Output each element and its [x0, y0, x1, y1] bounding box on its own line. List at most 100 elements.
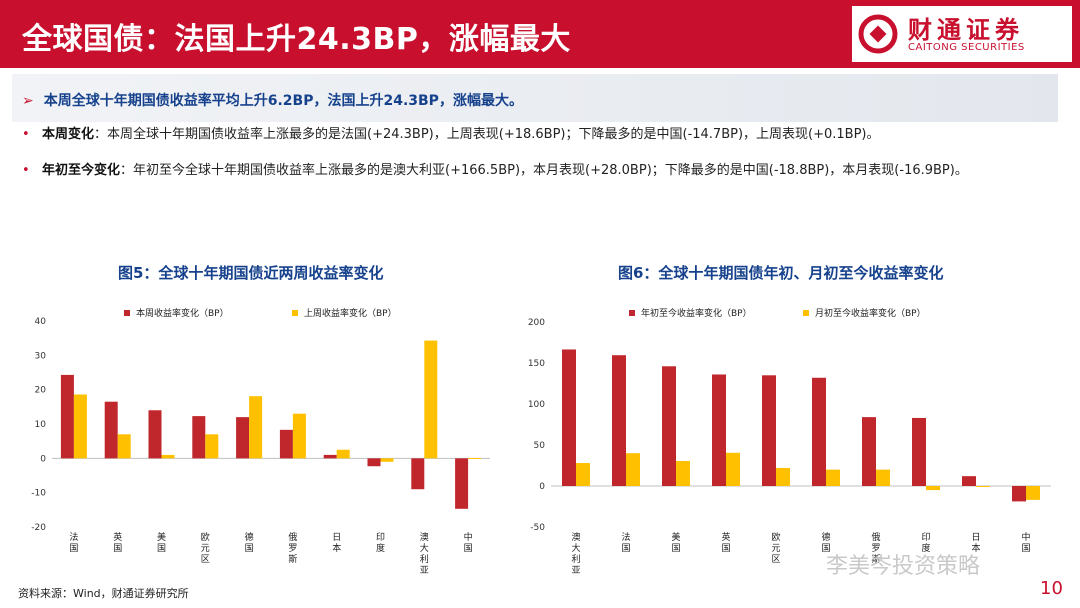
bar-s2-3 — [676, 460, 690, 486]
x-category-label: 区 — [771, 554, 780, 565]
page-number: 10 — [1040, 578, 1063, 599]
x-category-label: 俄 — [288, 531, 297, 543]
y-tick-label: -20 — [31, 523, 46, 533]
legend-swatch-2 — [292, 310, 298, 316]
x-category-label: 日 — [332, 532, 341, 543]
bar-s1-8 — [367, 458, 381, 467]
x-category-label: 美 — [157, 531, 166, 543]
y-tick-label: 10 — [35, 420, 47, 430]
x-category-label: 德 — [245, 531, 254, 543]
x-category-label: 度 — [921, 542, 930, 554]
bar-s1-6 — [812, 377, 826, 486]
bar-s2-3 — [161, 454, 175, 459]
chart2-title: 图6：全球十年期国债年初、月初至今收益率变化 — [618, 264, 944, 282]
bar-s1-9 — [411, 458, 425, 490]
y-tick-label: 30 — [35, 351, 47, 361]
logo-text-en: CAITONG SECURITIES — [908, 42, 1025, 53]
legend-label-1: 本周收益率变化（BP） — [136, 307, 229, 319]
bar-s2-4 — [205, 434, 219, 459]
source-note: 资料来源：Wind，财通证券研究所 — [18, 587, 189, 600]
x-category-label: 元 — [771, 544, 780, 554]
bullet-dot-icon: • — [22, 127, 30, 142]
bar-s2-9 — [424, 340, 438, 459]
page-title: 全球国债：法国上升24.3BP，涨幅最大 — [22, 22, 571, 57]
x-category-label: 法 — [621, 531, 630, 543]
y-tick-label: 150 — [528, 359, 545, 369]
x-category-label: 国 — [113, 543, 122, 554]
x-category-label: 大 — [420, 542, 429, 554]
bullet-text: ：本周全球十年期国债收益率上涨最多的是法国(+24.3BP)，上周表现(+18.… — [94, 127, 880, 142]
legend-swatch-1 — [629, 310, 635, 316]
bar-s1-5 — [762, 375, 776, 486]
y-tick-label: -50 — [530, 523, 545, 533]
bar-s1-4 — [712, 374, 726, 486]
x-category-label: 国 — [157, 543, 166, 554]
x-category-label: 利 — [420, 553, 429, 565]
bullet-text: ：年初至今全球十年期国债收益率上涨最多的是澳大利亚(+166.5BP)，本月表现… — [120, 163, 968, 178]
x-category-label: 国 — [671, 543, 680, 554]
x-category-label: 美 — [671, 531, 680, 543]
bar-s2-5 — [776, 467, 790, 486]
bar-s1-10 — [455, 458, 469, 509]
bar-s2-5 — [249, 396, 263, 459]
bullet-ytd: • 年初至今变化：年初至今全球十年期国债收益率上涨最多的是澳大利亚(+166.5… — [22, 160, 1052, 182]
x-category-label: 国 — [1021, 543, 1030, 554]
legend-label-2: 上周收益率变化（BP） — [304, 307, 397, 319]
bar-s2-1 — [576, 463, 590, 486]
x-category-label: 亚 — [420, 565, 429, 576]
legend-label-1: 年初至今收益率变化（BP） — [641, 307, 752, 319]
bar-s1-2 — [104, 401, 118, 459]
x-category-label: 中 — [1021, 531, 1030, 543]
chart2-bar-chart: 年初至今收益率变化（BP） 月初至今收益率变化（BP） 200 150 100 50 0 -5… — [528, 307, 1051, 576]
bullet-dot-icon: • — [22, 163, 30, 178]
x-category-label: 国 — [464, 543, 473, 554]
y-tick-label: 100 — [528, 400, 545, 410]
x-category-label: 斯 — [288, 553, 297, 565]
x-category-label: 欧 — [771, 531, 780, 543]
bullet-weekly: • 本周变化：本周全球十年期国债收益率上涨最多的是法国(+24.3BP)，上周表… — [22, 124, 1052, 146]
bar-s1-5 — [236, 417, 250, 459]
x-category-label: 欧 — [201, 531, 210, 543]
legend-swatch-2 — [803, 310, 809, 316]
bar-s2-6 — [826, 469, 840, 486]
bar-s2-10 — [1026, 486, 1040, 500]
x-category-label: 本 — [332, 542, 341, 554]
x-category-label: 日 — [971, 532, 980, 543]
bar-s2-2 — [626, 453, 640, 486]
legend-swatch-1 — [124, 310, 130, 316]
logo-icon — [858, 14, 898, 54]
summary-line: ➢ 本周全球十年期国债收益率平均上升6.2BP，法国上升24.3BP，涨幅最大。 — [22, 90, 523, 110]
bar-s1-9 — [962, 476, 976, 486]
bar-s2-10 — [468, 457, 482, 459]
bar-s1-1 — [562, 349, 576, 486]
bar-s2-1 — [73, 394, 87, 459]
y-tick-label: -10 — [31, 489, 46, 499]
x-category-label: 印 — [921, 531, 930, 543]
x-category-label: 国 — [245, 543, 254, 554]
y-tick-label: 0 — [40, 454, 46, 464]
bar-s1-7 — [862, 417, 876, 486]
watermark-text: 李美岑投资策略 — [826, 554, 981, 579]
x-category-label: 澳 — [420, 531, 429, 543]
x-category-label: 中 — [464, 531, 473, 543]
summary-band — [12, 74, 1058, 122]
x-category-label: 国 — [621, 543, 630, 554]
bar-s1-2 — [612, 355, 626, 486]
x-category-label: 法 — [69, 531, 78, 543]
x-category-label: 国 — [721, 543, 730, 554]
y-tick-label: 0 — [539, 482, 545, 492]
summary-text: 本周全球十年期国债收益率平均上升6.2BP，法国上升24.3BP，涨幅最大。 — [43, 93, 523, 109]
x-category-label: 度 — [376, 542, 385, 554]
bar-s1-1 — [60, 374, 74, 459]
chart1-bar-chart: 本周收益率变化（BP） 上周收益率变化（BP）403020100-10-20法国英… — [31, 307, 490, 576]
x-category-label: 俄 — [871, 531, 880, 543]
x-category-label: 英 — [721, 531, 730, 543]
x-category-label: 本 — [971, 542, 980, 554]
header-bar: 全球国债：法国上升24.3BP，涨幅最大 财通证券 CAITONG SECURI… — [0, 0, 1080, 68]
company-logo: 财通证券 CAITONG SECURITIES — [852, 6, 1072, 62]
x-category-label: 亚 — [571, 565, 580, 576]
bar-s2-8 — [926, 486, 940, 491]
bullet-label: 本周变化 — [42, 127, 95, 142]
x-category-label: 斯 — [871, 553, 880, 565]
x-category-label: 德 — [821, 531, 830, 543]
